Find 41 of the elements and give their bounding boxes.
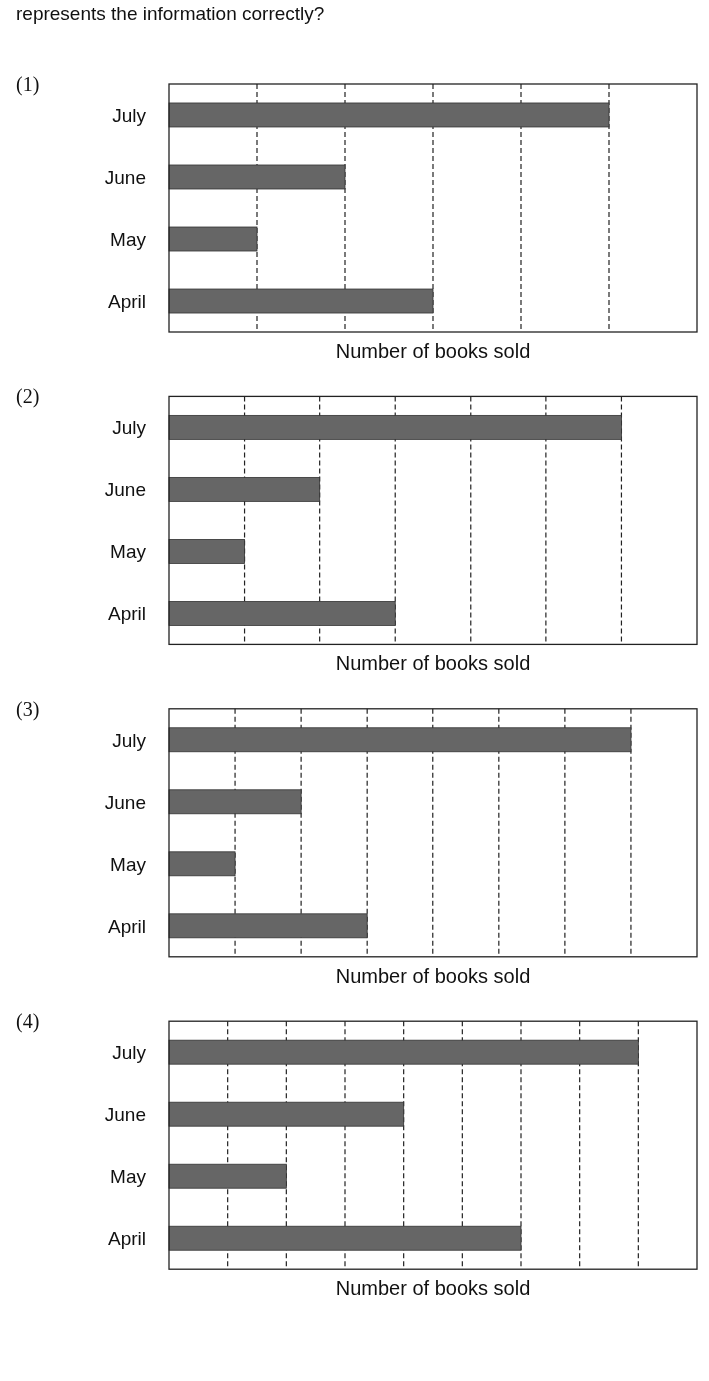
bar: [168, 164, 346, 190]
bar: [168, 851, 236, 877]
chart-title: (4): [16, 1010, 40, 1034]
y-tick-label: May: [110, 853, 147, 875]
y-tick-label: July: [112, 416, 147, 438]
bar: [168, 1101, 405, 1127]
y-tick-label: June: [104, 478, 146, 500]
y-tick-label: April: [107, 915, 146, 937]
bar: [168, 476, 321, 502]
bar: [168, 1163, 287, 1189]
y-tick-label: July: [112, 104, 147, 126]
x-axis-title: Number of books sold: [335, 964, 531, 987]
bar: [168, 1039, 639, 1065]
y-tick-label: April: [107, 290, 146, 312]
bar: [168, 414, 622, 440]
y-tick-label: May: [110, 540, 147, 562]
x-axis-title: Number of books sold: [335, 652, 531, 675]
y-tick-label: April: [107, 1227, 146, 1249]
bar: [168, 727, 632, 753]
y-tick-label: May: [110, 228, 147, 250]
bar: [168, 789, 302, 815]
y-tick-label: July: [112, 1041, 147, 1063]
y-tick-label: April: [107, 602, 146, 624]
y-tick-label: June: [104, 166, 146, 188]
y-tick-label: July: [112, 729, 147, 751]
x-axis-title: Number of books sold: [335, 1277, 531, 1300]
bar: [168, 601, 396, 626]
y-tick-label: June: [104, 1103, 146, 1125]
y-tick-label: June: [104, 791, 146, 813]
bar: [168, 226, 258, 252]
chart-title: (1): [16, 73, 40, 96]
bar: [168, 1225, 522, 1251]
chart-title: (3): [16, 697, 40, 721]
text: represents the information correctly?: [16, 3, 325, 24]
bar: [168, 913, 368, 939]
y-tick-label: May: [110, 1165, 147, 1187]
bar: [168, 539, 245, 564]
chart-title: (2): [16, 385, 40, 409]
x-axis-title: Number of books sold: [335, 340, 531, 362]
bar: [168, 102, 610, 128]
bar: [168, 288, 434, 314]
